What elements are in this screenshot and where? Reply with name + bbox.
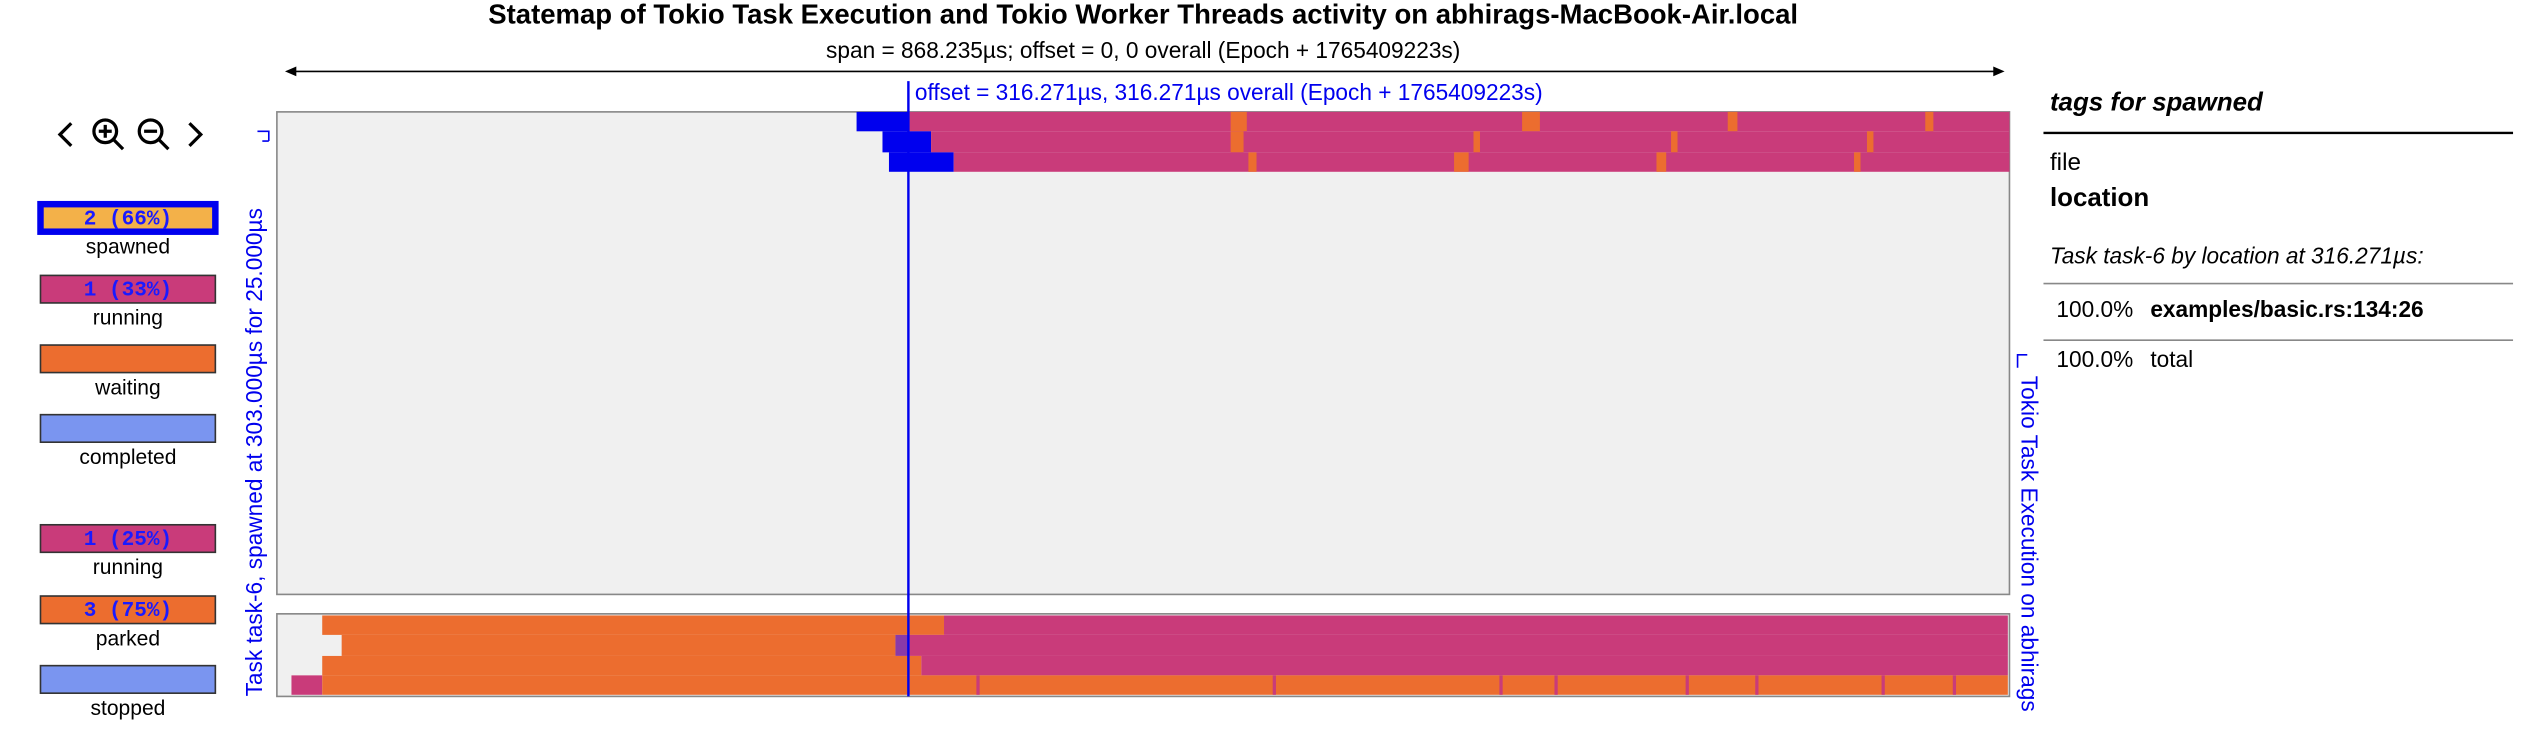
- state-rect[interactable]: [341, 634, 896, 656]
- tag-percent: 100.0%: [2056, 296, 2133, 322]
- tag-total: total: [2150, 346, 2193, 372]
- tags-panel: tags for spawned file location Task task…: [2043, 89, 2514, 372]
- legend-swatch[interactable]: [39, 344, 217, 374]
- state-rect[interactable]: [976, 675, 980, 695]
- span-text: span = 868.235µs; offset = 0, 0 overall …: [826, 37, 1460, 63]
- legend-label: completed: [79, 446, 176, 469]
- nav-right[interactable]: [188, 122, 204, 148]
- state-rect[interactable]: [1248, 152, 1257, 172]
- left-label: Task task-6, spawned at 303.000µs for 25…: [241, 208, 267, 696]
- state-rect[interactable]: [1230, 131, 1244, 153]
- legend-swatch[interactable]: [37, 200, 219, 235]
- right-label: Tokio Task Execution on abhirags: [2016, 376, 2042, 712]
- state-rect[interactable]: [1272, 675, 1276, 695]
- state-rect[interactable]: [944, 615, 2008, 635]
- legend-label: spawned: [86, 235, 170, 258]
- state-rect[interactable]: [882, 131, 932, 153]
- legend-count: 3 (75%): [84, 599, 172, 623]
- state-rect[interactable]: [1671, 131, 1678, 153]
- task-statemap: [276, 111, 2011, 596]
- state-rect[interactable]: [1656, 152, 1667, 172]
- legend-label: parked: [96, 627, 160, 650]
- state-rect[interactable]: [1866, 131, 1874, 153]
- tag-percent: 100.0%: [2056, 346, 2133, 372]
- state-rects: [291, 111, 2010, 695]
- legend-label: stopped: [90, 697, 165, 720]
- state-rect[interactable]: [921, 655, 2008, 676]
- legend-swatch[interactable]: [39, 664, 217, 694]
- state-rect[interactable]: [1755, 675, 1759, 695]
- legend-swatch[interactable]: [39, 595, 217, 625]
- legend-swatch[interactable]: [39, 413, 217, 444]
- state-rect[interactable]: [291, 675, 323, 695]
- state-rect[interactable]: [1854, 152, 1861, 172]
- state-rect[interactable]: [1499, 675, 1503, 695]
- legend-count: 1 (25%): [84, 528, 172, 552]
- legend: 2 (66%) spawned 1 (33%) running waiting compl…: [37, 200, 219, 720]
- legend-label: running: [93, 307, 163, 330]
- state-rect[interactable]: [1952, 675, 1957, 695]
- state-rect[interactable]: [908, 634, 2008, 656]
- legend-count: 1 (33%): [84, 279, 172, 303]
- state-rect[interactable]: [322, 655, 922, 676]
- state-rect[interactable]: [322, 615, 945, 635]
- tag-value: examples/basic.rs:134:26: [2150, 296, 2423, 322]
- state-rect[interactable]: [1230, 111, 1247, 132]
- state-rect[interactable]: [895, 634, 909, 656]
- state-rect[interactable]: [888, 152, 954, 172]
- legend-label: waiting: [94, 376, 161, 399]
- left-bracket: [257, 130, 270, 142]
- state-rect[interactable]: [856, 111, 909, 132]
- right-bracket: [2016, 353, 2028, 368]
- zoom-out[interactable]: [137, 118, 170, 151]
- legend-label: running: [93, 556, 163, 579]
- state-rect[interactable]: [322, 675, 2008, 695]
- legend-swatch[interactable]: [39, 274, 217, 304]
- title: Statemap of Tokio Task Execution and Tok…: [488, 0, 1798, 30]
- tag-field[interactable]: file: [2050, 149, 2081, 176]
- state-rect[interactable]: [1925, 111, 1934, 132]
- tag-field[interactable]: location: [2050, 184, 2149, 212]
- state-rect[interactable]: [908, 111, 2010, 132]
- state-rect[interactable]: [1727, 111, 1738, 132]
- tags-title: tags for spawned: [2050, 89, 2264, 117]
- nav-left[interactable]: [57, 122, 73, 148]
- state-rect[interactable]: [1454, 152, 1469, 172]
- state-rect[interactable]: [1881, 675, 1885, 695]
- legend-swatch[interactable]: [39, 523, 217, 554]
- state-rect[interactable]: [931, 131, 2010, 153]
- legend-count: 2 (66%): [84, 207, 172, 231]
- offset-text: offset = 316.271µs, 316.271µs overall (E…: [915, 79, 1543, 105]
- state-rect[interactable]: [1554, 675, 1558, 695]
- state-rect[interactable]: [1685, 675, 1689, 695]
- state-rect[interactable]: [1473, 131, 1480, 153]
- tag-query: Task task-6 by location at 316.271µs:: [2050, 243, 2424, 269]
- nav-icons: [57, 118, 204, 151]
- zoom-in[interactable]: [92, 118, 125, 151]
- state-rect[interactable]: [1522, 111, 1540, 132]
- state-rect[interactable]: [953, 152, 2010, 172]
